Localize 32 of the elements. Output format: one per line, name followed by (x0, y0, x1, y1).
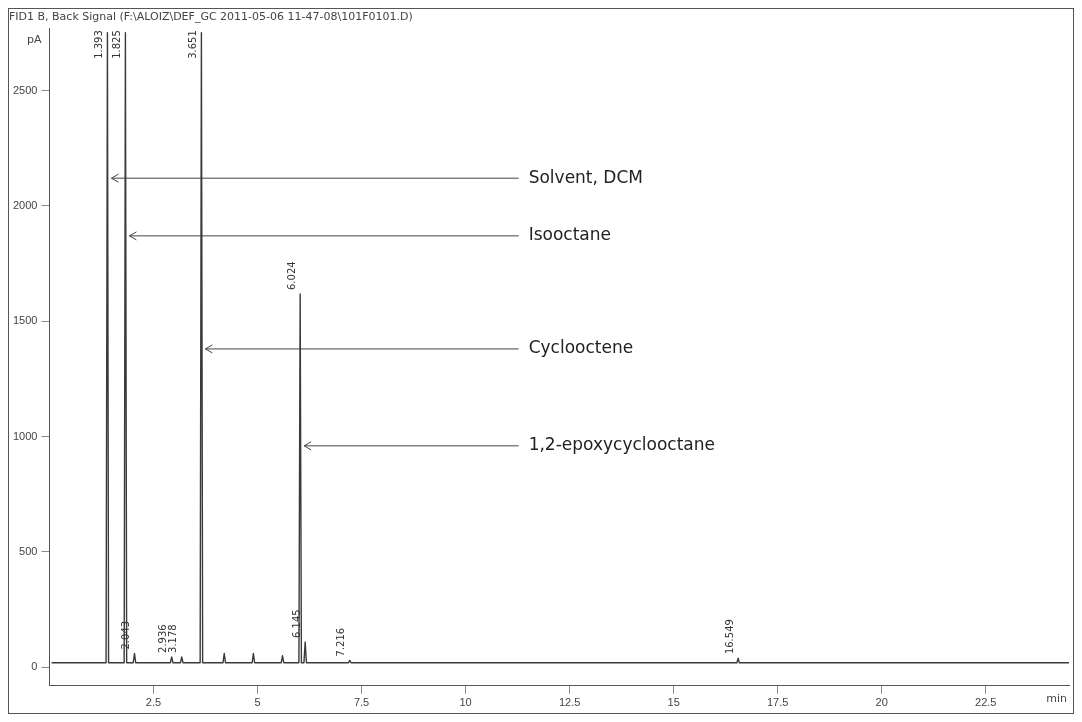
y-tick-label: 500 (19, 545, 38, 557)
annotation: 7.216 (335, 627, 347, 657)
y-tick-label: 1000 (12, 429, 38, 442)
annotation: 1.393 (93, 30, 105, 59)
annotation: 16.549 (723, 619, 735, 655)
y-tick-label: 2500 (12, 83, 38, 96)
x-tick-label: 5 (254, 696, 261, 709)
x-tick-label: 15 (667, 696, 680, 709)
annotation: 6.145 (290, 609, 302, 638)
annotation: Isooctane (528, 224, 611, 245)
annotation: 3.651 (187, 30, 198, 59)
x-tick-label: 7.5 (353, 696, 370, 709)
annotation: 2.043 (120, 620, 132, 650)
y-tick-label: 1500 (12, 314, 38, 327)
annotation: 2.936 (157, 624, 169, 653)
y-tick-label: 0 (31, 660, 38, 673)
chart-title: FID1 B, Back Signal (F:\ALOIZ\DEF_GC 2011-05-06 11-47-08\101F0101.D) (9, 10, 413, 24)
annotation: Cyclooctene (528, 337, 634, 358)
x-tick-label: 12.5 (558, 696, 581, 709)
x-tick-label: 17.5 (766, 696, 789, 709)
annotation: 6.024 (285, 261, 297, 291)
x-tick-label: 2.5 (145, 696, 162, 709)
y-axis-title: pA (26, 33, 42, 47)
annotation: Solvent, DCM (528, 166, 643, 187)
x-axis-title: min (1046, 692, 1068, 706)
x-tick-label: 20 (875, 696, 888, 709)
x-tick-label: 22.5 (975, 696, 997, 709)
annotation: 3.178 (167, 624, 179, 653)
x-tick-label: 10 (459, 696, 472, 709)
y-tick-label: 2000 (12, 198, 38, 211)
annotation: 1.825 (111, 30, 123, 59)
annotation: 1,2-epoxycyclooctane (528, 434, 716, 455)
